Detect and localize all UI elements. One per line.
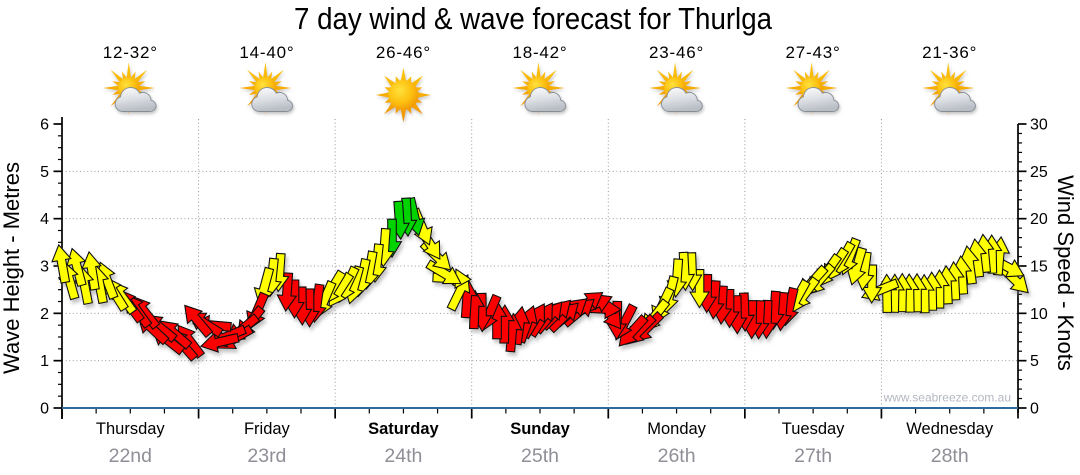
- svg-text:3: 3: [40, 259, 49, 276]
- svg-text:Friday: Friday: [244, 420, 291, 438]
- svg-text:27-43°: 27-43°: [786, 43, 841, 62]
- svg-text:Sunday: Sunday: [510, 420, 570, 438]
- svg-text:6: 6: [40, 117, 49, 134]
- svg-text:5: 5: [40, 164, 49, 181]
- svg-text:Saturday: Saturday: [368, 420, 439, 438]
- svg-text:22nd: 22nd: [109, 445, 152, 467]
- svg-text:2: 2: [40, 306, 49, 323]
- svg-text:24th: 24th: [384, 445, 422, 467]
- svg-text:15: 15: [1030, 259, 1048, 276]
- svg-text:0: 0: [1030, 401, 1039, 418]
- svg-text:Wind Speed - Knots: Wind Speed - Knots: [1053, 175, 1078, 371]
- svg-text:www.seabreeze.com.au: www.seabreeze.com.au: [883, 391, 1011, 405]
- svg-text:28th: 28th: [931, 445, 969, 467]
- svg-text:26-46°: 26-46°: [376, 43, 431, 62]
- svg-text:Monday: Monday: [647, 420, 706, 438]
- svg-text:10: 10: [1030, 306, 1048, 323]
- svg-text:Wave Height - Metres: Wave Height - Metres: [0, 162, 24, 374]
- svg-text:4: 4: [40, 211, 49, 228]
- svg-text:14-40°: 14-40°: [239, 43, 294, 62]
- svg-text:12-32°: 12-32°: [103, 43, 158, 62]
- svg-text:Wednesday: Wednesday: [906, 420, 994, 438]
- svg-text:0: 0: [40, 401, 49, 418]
- svg-text:25: 25: [1030, 164, 1048, 181]
- svg-text:Thursday: Thursday: [96, 420, 166, 438]
- svg-text:Tuesday: Tuesday: [782, 420, 845, 438]
- svg-text:7 day wind & wave forecast for: 7 day wind & wave forecast for Thurlga: [294, 1, 773, 36]
- svg-text:23rd: 23rd: [247, 445, 286, 467]
- svg-text:26th: 26th: [658, 445, 696, 467]
- svg-text:30: 30: [1030, 117, 1048, 134]
- svg-text:18-42°: 18-42°: [512, 43, 567, 62]
- svg-text:21-36°: 21-36°: [922, 43, 977, 62]
- svg-text:27th: 27th: [794, 445, 832, 467]
- svg-text:25th: 25th: [521, 445, 559, 467]
- svg-text:20: 20: [1030, 211, 1048, 228]
- svg-text:5: 5: [1030, 353, 1039, 370]
- svg-text:23-46°: 23-46°: [649, 43, 704, 62]
- svg-text:1: 1: [40, 353, 49, 370]
